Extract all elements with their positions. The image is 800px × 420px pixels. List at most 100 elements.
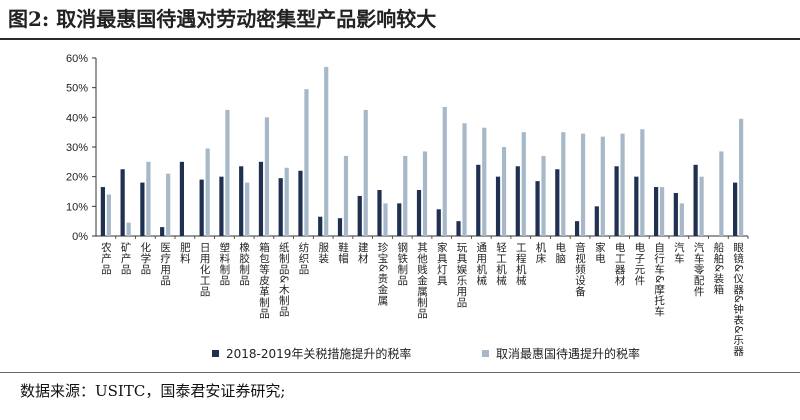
bar-tariff-measures [120,169,125,236]
bar-tariff-measures [258,161,264,236]
y-tick-label: 60% [66,53,88,65]
y-tick-label: 10% [66,201,88,213]
legend-swatch [212,350,219,357]
x-category-label: 钢铁制品 [396,241,408,286]
bar-mfn-removal [225,109,230,236]
bar-mfn-removal [442,106,447,236]
bar-mfn-removal [561,132,566,236]
x-category-label: 橡胶制品 [238,241,250,286]
bar-mfn-removal [620,133,625,236]
bar-tariff-measures [377,190,382,236]
bar-tariff-measures [495,176,501,236]
x-category-label: 自行车&摩托车 [653,241,665,317]
bar-mfn-removal [501,147,507,236]
x-category-label: 眼镜&仪器&钟表&乐器 [732,242,744,356]
bar-tariff-measures [416,190,422,236]
bar-tariff-measures [555,169,560,236]
y-tick-label: 40% [66,112,88,124]
bar-mfn-removal [482,127,487,236]
bar-tariff-measures [318,216,323,236]
x-category-label: 日用化工品 [199,242,211,297]
x-category-label: 纺织品 [297,241,309,275]
bar-mfn-removal [324,66,329,237]
bar-tariff-measures [614,166,619,236]
bar-mfn-removal [462,123,467,236]
bar-tariff-measures [140,182,145,236]
bar-tariff-measures [100,187,105,236]
bar-tariff-measures [653,187,659,236]
bar-tariff-measures [397,203,402,236]
x-category-label: 电工器材 [614,241,626,286]
bar-tariff-measures [673,192,678,236]
bar-mfn-removal [106,194,111,236]
x-category-label: 轻工机械 [495,241,507,286]
y-tick-label: 30% [66,142,88,154]
x-category-label: 电脑 [554,241,566,264]
bar-tariff-measures [337,218,343,236]
bar-mfn-removal [719,151,724,236]
bar-tariff-measures [436,209,441,236]
bar-mfn-removal [600,136,605,236]
x-category-label: 箱包等皮革制品 [258,241,270,319]
y-tick-label: 50% [66,83,88,95]
title-divider [0,38,800,40]
x-category-label: 汽车零配件 [693,241,705,297]
x-category-label: 玩具娱乐用品 [456,242,468,308]
bar-tariff-measures [574,221,580,236]
bar-tariff-measures [476,164,481,236]
legend-label: 取消最惠国待遇提升的税率 [496,346,640,361]
bar-mfn-removal [659,187,665,236]
bar-mfn-removal [264,117,270,236]
legend-label: 2018-2019年关税措施提升的税率 [226,346,411,361]
x-category-label: 通用机械 [475,242,487,286]
bar-mfn-removal [739,118,744,236]
bar-tariff-measures [160,227,165,236]
bar-mfn-removal [146,161,151,236]
bar-tariff-measures [179,161,185,236]
x-category-label: 医疗用品 [159,242,171,286]
bar-mfn-removal [166,173,171,236]
bar-mfn-removal [383,203,388,236]
bar-tariff-measures [298,170,303,236]
bar-tariff-measures [535,181,540,236]
bar-mfn-removal [205,148,210,236]
x-category-label: 鞋帽 [337,241,349,264]
source-divider [0,372,800,373]
legend-swatch [482,350,489,357]
bar-mfn-removal [245,182,250,236]
y-tick-label: 20% [66,172,88,184]
bar-mfn-removal [699,176,704,236]
bar-tariff-measures [199,179,204,236]
bar-chart: 0% 10% 20% 30% 40% 50% 60% 农产品 矿产品 化学品 医疗用品 肥料 日用化工品… [66,53,749,361]
bar-tariff-measures [456,221,461,236]
bar-mfn-removal [580,133,586,236]
x-category-label: 建材 [357,241,369,264]
x-category-label: 肥料 [179,242,191,264]
y-tick-label: 0% [72,231,88,243]
bar-mfn-removal [422,151,428,236]
x-category-label: 其他贱金属制品 [416,242,428,319]
x-category-label: 电子元件 [633,241,645,286]
bar-tariff-measures [278,178,283,236]
bar-mfn-removal [403,155,408,236]
x-category-label: 家具灯具 [436,241,448,286]
bar-tariff-measures [634,176,639,236]
x-category-label: 工程机械 [515,242,527,286]
bar-mfn-removal [284,167,289,236]
x-category-label: 机床 [535,241,547,264]
bar-mfn-removal [640,129,645,236]
x-category-label: 家电 [594,241,606,264]
bar-mfn-removal [363,109,368,236]
bar-tariff-measures [693,164,698,236]
x-category-label: 音视频设备 [574,241,586,297]
x-category-label: 服装 [317,242,329,264]
figure-title: 图2: 取消最惠国待遇对劳动密集型产品影响较大 [8,7,437,31]
x-category-label: 矿产品 [120,241,132,275]
x-category-label: 纸制品&木制品 [278,241,290,317]
x-category-label: 化学品 [139,241,151,275]
bar-mfn-removal [521,132,526,236]
bar-mfn-removal [304,89,309,237]
x-category-label: 农产品 [100,241,112,275]
x-category-label: 汽车 [673,241,685,264]
bar-tariff-measures [219,176,224,236]
